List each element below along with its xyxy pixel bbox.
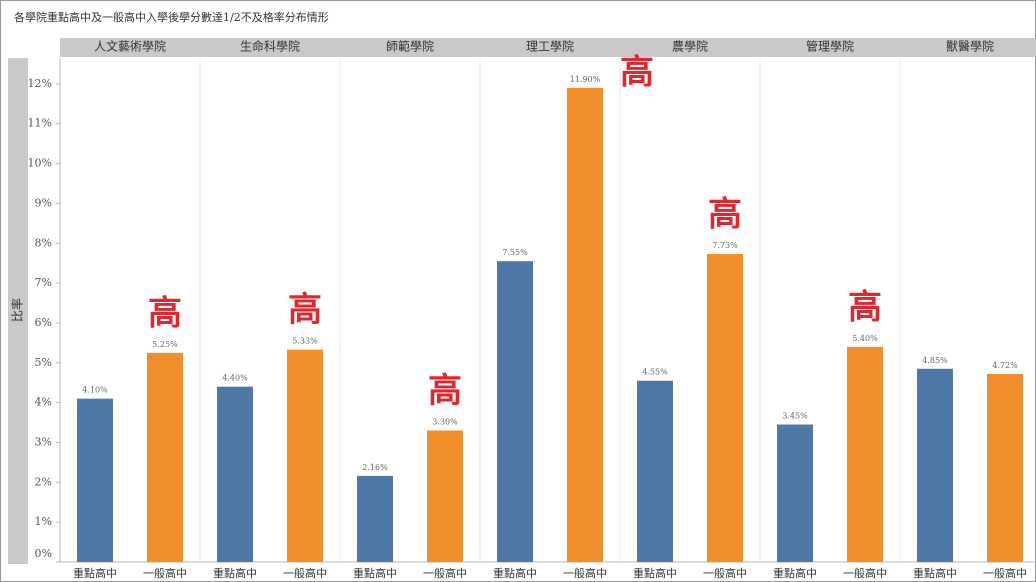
group-label: 人文藝術學院 — [94, 39, 166, 54]
bar — [147, 352, 183, 562]
bar — [427, 430, 463, 562]
group-label: 農學院 — [672, 40, 708, 54]
annotation: 高 — [620, 53, 654, 93]
x-tick-label: 重點高中 — [353, 566, 397, 580]
bar — [287, 349, 323, 562]
value-label: 5.40% — [852, 334, 878, 343]
group-label: 獸醫學院 — [946, 40, 994, 54]
chart-title: 各學院重點高中及一般高中入學後學分數達1/2不及格率分布情形 — [14, 10, 329, 24]
header-band — [60, 38, 1036, 57]
y-axis-label: 比率 — [10, 298, 25, 322]
x-tick-label: 一般高中 — [563, 566, 607, 580]
value-label: 4.40% — [222, 374, 248, 383]
annotation: 高 — [708, 195, 742, 235]
y-tick-label: 11% — [28, 117, 52, 130]
bar — [567, 87, 603, 563]
bar — [847, 346, 883, 562]
value-label: 5.33% — [292, 337, 318, 346]
annotation: 高 — [288, 290, 322, 330]
y-tick-label: 10% — [28, 157, 52, 170]
value-label: 4.10% — [82, 386, 108, 395]
bar — [917, 368, 953, 562]
bar — [777, 424, 813, 562]
value-label: 11.90% — [570, 75, 601, 84]
bar — [637, 380, 673, 562]
y-tick-label: 1% — [35, 515, 52, 528]
y-tick-label: 2% — [35, 475, 52, 488]
y-tick-label: 4% — [35, 396, 52, 409]
bar — [77, 398, 113, 562]
x-tick-label: 重點高中 — [73, 566, 117, 580]
group-label: 生命科學院 — [240, 39, 300, 54]
y-tick-label: 3% — [35, 435, 52, 448]
value-label: 4.72% — [992, 361, 1018, 370]
x-tick-label: 一般高中 — [143, 566, 187, 580]
value-label: 7.73% — [712, 241, 738, 250]
value-label: 5.25% — [152, 340, 178, 349]
bar — [987, 373, 1023, 562]
y-tick-label: 5% — [35, 356, 52, 369]
y-tick-label: 6% — [35, 316, 52, 329]
x-tick-label: 一般高中 — [423, 566, 467, 580]
value-label: 2.16% — [362, 463, 388, 472]
x-tick-label: 重點高中 — [633, 566, 677, 580]
annotation: 高 — [428, 371, 462, 411]
group-label: 理工學院 — [526, 40, 574, 54]
y-tick-label: 8% — [35, 236, 52, 249]
bar — [357, 475, 393, 562]
annotation: 高 — [148, 293, 182, 333]
x-tick-label: 一般高中 — [843, 566, 887, 580]
bar — [497, 261, 533, 562]
y-label-band — [8, 58, 28, 564]
x-tick-label: 重點高中 — [773, 566, 817, 580]
value-label: 4.85% — [922, 356, 948, 365]
x-tick-label: 一般高中 — [983, 566, 1027, 580]
y-tick-label: 7% — [35, 276, 52, 289]
x-tick-label: 一般高中 — [703, 566, 747, 580]
y-tick-label: 12% — [28, 77, 52, 90]
y-tick-label: 9% — [35, 196, 52, 209]
value-label: 4.55% — [642, 368, 668, 377]
annotation: 高 — [848, 287, 882, 327]
value-label: 3.45% — [782, 412, 808, 421]
bar — [217, 386, 253, 562]
x-tick-label: 重點高中 — [213, 566, 257, 580]
x-tick-label: 重點高中 — [493, 566, 537, 580]
group-label: 管理學院 — [806, 39, 854, 54]
value-label: 7.55% — [502, 248, 528, 257]
x-tick-label: 重點高中 — [913, 566, 957, 580]
group-label: 師範學院 — [386, 39, 434, 54]
x-tick-label: 一般高中 — [283, 566, 327, 580]
y-tick-label: 0% — [35, 547, 52, 560]
value-label: 3.30% — [432, 418, 458, 427]
bar — [707, 254, 743, 562]
